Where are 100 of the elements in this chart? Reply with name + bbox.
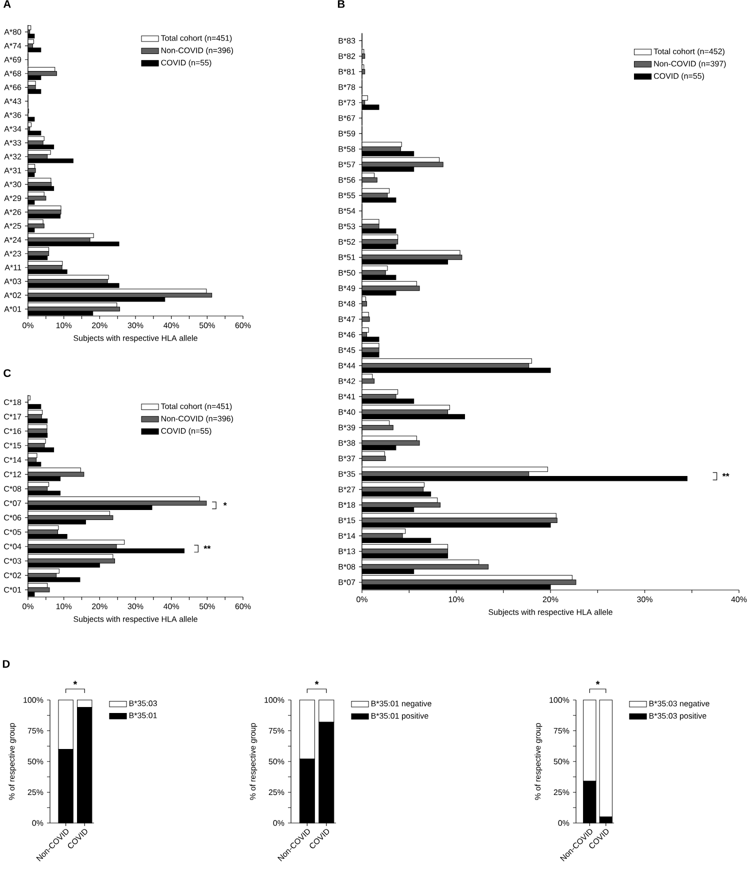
y-tick-label: B*81 [338,68,356,75]
y-tick-label: B*27 [338,486,356,492]
y-tick-label: C*08 [4,486,22,492]
y-tick-label: B*15 [338,518,356,524]
y-tick-label: 50% [554,758,570,764]
y-tick-label: A*31 [4,168,22,174]
y-tick-label: C*12 [4,472,22,478]
legend-label: Non-COVID (n=396) [161,416,233,423]
chart-title: D [2,660,10,668]
legend-label: COVID (n=55) [161,428,212,436]
y-tick-label: B*39 [338,424,356,430]
x-tick-label: 10% [56,322,72,328]
y-tick-label: 25% [554,789,570,796]
y-tick-label: A*43 [4,98,22,104]
y-tick-label: B*83 [338,38,356,44]
legend-label: COVID (n=55) [161,60,212,68]
legend-label: B*35:01 negative [371,700,432,708]
y-tick-label: B*51 [338,254,356,260]
legend-label: Total cohort (n=451) [160,403,232,411]
y-tick-label: B*67 [338,115,356,121]
y-tick-label: B*55 [338,192,356,198]
x-tick-label: 30% [637,596,652,602]
y-tick-label: 75% [268,728,284,734]
y-tick-label: B*78 [338,84,356,90]
chart-title: C [4,369,11,377]
annotation: * [223,502,227,506]
legend-label: B*35:01 positive [371,712,428,720]
y-tick-label: C*05 [4,529,22,535]
x-tick-label: 10% [56,604,72,610]
x-tick-label: 50% [199,604,215,610]
y-tick-label: B*44 [338,362,356,368]
x-tick-label: 40% [731,596,747,602]
y-tick-label: B*47 [338,316,356,322]
y-tick-label: A*24 [4,236,22,243]
y-tick-label: A*29 [4,195,22,202]
x-axis-title: Subjects with respective HLA allele [74,616,198,624]
legend-label: B*35:01 [129,712,157,718]
y-tick-label: B*35 [338,471,356,477]
y-tick-label: B*73 [338,100,356,106]
y-tick-label: C*04 [4,544,22,550]
x-tick-label: 40% [164,322,180,328]
y-tick-label: 50% [28,758,44,764]
y-tick-label: B*53 [338,224,356,230]
y-tick-label: 75% [554,728,570,734]
x-tick-label: 20% [92,322,108,328]
y-tick-label: B*13 [338,548,356,554]
y-tick-label: A*01 [4,306,22,312]
y-tick-label: A*69 [4,56,22,62]
legend-label: B*35:03 negative [649,700,710,708]
annotation: ** [722,473,730,477]
y-tick-label: A*33 [4,140,22,146]
y-tick-label: B*52 [338,239,356,245]
y-tick-label: B*50 [338,270,356,276]
y-tick-label: 100% [550,697,570,703]
y-tick-label: A*30 [4,182,22,188]
x-tick-label: 0% [22,604,34,610]
y-tick-label: A*80 [4,29,22,35]
y-tick-label: C*14 [4,457,22,463]
y-tick-label: C*16 [4,428,22,434]
y-tick-label: B*14 [338,533,356,539]
x-tick-label: 0% [22,322,34,328]
x-tick-label: 0% [356,596,368,602]
y-tick-label: A*03 [4,278,22,284]
y-tick-label: B*41 [338,394,356,400]
y-tick-label: A*36 [4,112,22,118]
y-tick-label: B*38 [338,440,356,446]
y-tick-label: C*17 [4,414,22,420]
annotation: ** [204,546,211,549]
y-tick-label: 0% [273,820,284,826]
legend-label: COVID (n=55) [654,72,704,80]
x-tick-label: 20% [92,604,108,610]
y-tick-label: B*45 [338,347,356,353]
y-tick-label: B*48 [338,300,356,307]
y-tick-label: A*11 [4,264,22,270]
y-tick-label: 0% [558,820,570,826]
y-axis-title: % of respective group [250,723,258,800]
legend-label: Total cohort (n=452) [654,48,724,56]
legend-label: Total cohort (n=451) [160,35,232,42]
x-tick-label: 40% [164,604,180,610]
x-tick-label: 20% [542,596,558,602]
x-tick-label: 60% [235,322,251,328]
y-tick-label: B*46 [338,332,356,338]
text: * [314,680,319,685]
y-tick-label: B*57 [338,162,356,168]
y-tick-label: 25% [28,789,44,796]
chart-title: B [338,0,345,8]
legend-label: Non-COVID (n=397) [654,60,726,68]
y-tick-label: B*58 [338,146,356,152]
y-tick-label: C*07 [4,500,22,506]
x-tick-label: 50% [199,322,215,328]
y-tick-label: B*56 [338,177,356,183]
y-tick-label: A*66 [4,84,22,90]
y-tick-label: C*03 [4,558,22,564]
y-tick-label: C*06 [4,514,22,520]
y-tick-label: 50% [268,758,284,764]
y-tick-label: B*59 [338,130,356,136]
x-tick-label: 30% [128,322,144,328]
text: * [596,680,600,685]
x-tick-label: 60% [235,604,251,610]
x-axis-title: Subjects with respective HLA allele [488,609,612,617]
